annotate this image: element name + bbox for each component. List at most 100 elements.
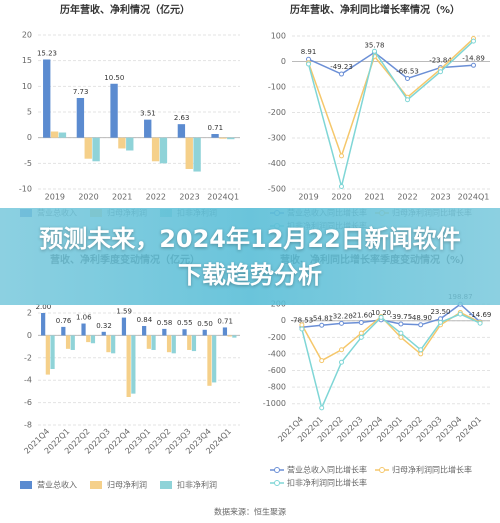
y-tick-label: -400 (268, 349, 286, 358)
bar (166, 335, 172, 353)
bar (50, 131, 59, 138)
legend-label: 扣非净利润同比增长率 (287, 478, 367, 488)
bar (81, 323, 86, 336)
legend-swatch (160, 481, 172, 489)
bar (185, 137, 193, 169)
point (398, 330, 404, 336)
legend-swatch (20, 481, 32, 489)
legend-swatch (379, 467, 385, 473)
point (471, 38, 476, 44)
y-tick-label: 0 (281, 57, 286, 66)
bar (146, 335, 151, 349)
data-label: 15.23 (37, 49, 57, 57)
y-tick-label: -5 (24, 159, 32, 168)
data-label: 0.71 (208, 124, 224, 132)
point (306, 61, 311, 67)
x-tick-label: 2020 (331, 193, 351, 202)
x-tick-label: 2023 (430, 193, 450, 202)
bar (106, 335, 111, 353)
data-label: -48.90 (409, 314, 432, 322)
y-tick-label: -1000 (263, 399, 286, 408)
footer: 数据来源：恒生聚源 (214, 507, 286, 517)
y-tick-label: -100 (268, 83, 286, 92)
point (339, 153, 344, 159)
bar (58, 132, 67, 138)
banner-title: 预测未来，2024年12月22日新闻软件下载趋势分析 (39, 224, 461, 289)
bar (187, 335, 192, 350)
bar (84, 137, 92, 159)
data-label: 0.32 (96, 322, 112, 330)
data-label: -49.23 (330, 63, 353, 71)
data-label: -39.75 (390, 313, 413, 321)
data-label: 0.50 (197, 320, 213, 328)
y-tick-label: -600 (268, 366, 286, 375)
data-label: 0.84 (137, 316, 153, 324)
y-tick-label: 15 (22, 56, 32, 65)
y-tick-label: -300 (268, 134, 286, 143)
bar (70, 335, 75, 350)
point (405, 75, 410, 81)
y-tick-label: -4 (24, 376, 32, 385)
data-label: 0.55 (177, 319, 193, 327)
bar (232, 335, 237, 338)
point (339, 347, 344, 353)
point (372, 48, 377, 54)
point (339, 320, 344, 326)
y-tick-label: 0 (27, 331, 32, 340)
x-tick-label: 2020 (78, 193, 98, 202)
bar (159, 137, 168, 164)
data-label: -78.53 (291, 316, 314, 324)
point (438, 69, 443, 75)
bar (50, 335, 55, 369)
bar (162, 328, 167, 336)
y-tick-label: -200 (268, 108, 286, 117)
point (477, 320, 483, 326)
y-tick-label: 20 (22, 31, 32, 40)
bar (110, 83, 118, 138)
chart-title: 历年营收、净利同比增长率情况（%） (290, 3, 460, 16)
bar (211, 134, 219, 138)
bar (41, 313, 46, 336)
data-label: 10.20 (371, 309, 391, 317)
point (398, 321, 404, 327)
bar (92, 137, 100, 162)
bar (171, 335, 176, 354)
point (299, 326, 305, 332)
y-tick-label: 0 (281, 316, 286, 325)
x-tick-label: 2019 (45, 193, 65, 202)
data-label: 8.91 (301, 48, 317, 56)
bar (118, 137, 126, 149)
data-label: 23.50 (430, 308, 450, 316)
data-label: -66.53 (396, 67, 419, 75)
bar (61, 326, 66, 336)
point (319, 322, 325, 328)
bar (219, 137, 227, 139)
point (358, 334, 364, 340)
bar (227, 137, 235, 140)
data-label: 1.59 (116, 308, 132, 316)
bar (126, 335, 131, 397)
bar (227, 335, 232, 337)
point (319, 405, 325, 411)
x-tick-label: 2022 (146, 193, 166, 202)
y-tick-label: 5 (27, 108, 32, 117)
y-tick-label: 2 (27, 309, 32, 318)
point (438, 319, 443, 325)
bar (86, 335, 91, 343)
y-tick-label: -400 (268, 159, 286, 168)
legend-swatch (274, 467, 280, 473)
y-tick-label: -8 (24, 421, 32, 430)
bar (151, 137, 160, 162)
bar (126, 137, 134, 151)
y-tick-label: 0 (27, 133, 32, 142)
line (307, 40, 475, 187)
legend-label: 扣非净利润 (177, 480, 217, 490)
bar (43, 59, 51, 138)
y-tick-label: -800 (268, 383, 286, 392)
y-tick-label: -500 (268, 185, 286, 194)
bar (65, 335, 71, 349)
x-tick-label: 2019 (298, 193, 318, 202)
y-tick-label: -2 (24, 353, 32, 362)
x-tick-label: 2021 (112, 193, 132, 202)
